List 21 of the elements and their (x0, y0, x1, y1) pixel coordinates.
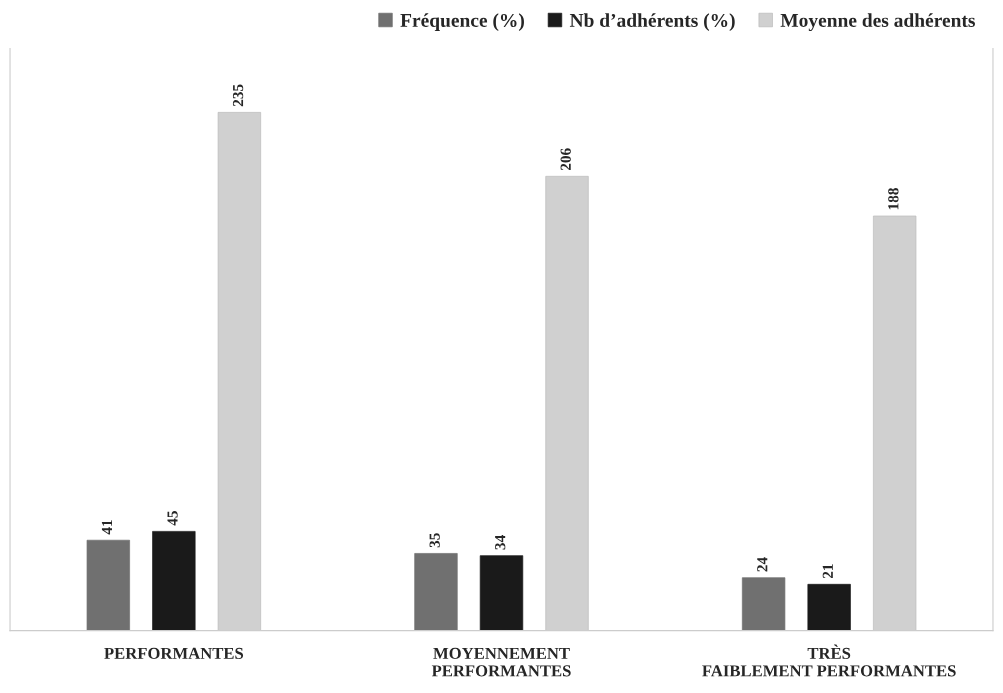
x-tick-label: MOYENNEMENT PERFORMANTES (431, 647, 571, 677)
bar (479, 555, 524, 631)
legend-label: Nb d’adhérents (%) (569, 13, 735, 31)
data-label: 21 (822, 564, 833, 579)
x-tick-label: TRÈS FAIBLEMENT PERFORMANTES (702, 644, 956, 677)
data-label: 34 (495, 535, 506, 550)
data-label: 24 (757, 557, 768, 572)
bar (741, 577, 786, 631)
data-label: 188 (888, 188, 899, 210)
bar (807, 583, 851, 631)
legend-label: Fréquence (%) (400, 13, 524, 31)
bar (414, 553, 458, 631)
data-label: 35 (429, 533, 440, 548)
data-label: 45 (167, 511, 178, 526)
legend-label: Moyenne des adhérents (780, 13, 975, 32)
data-label: 206 (560, 148, 571, 171)
data-label: 235 (232, 84, 244, 107)
bar (152, 531, 196, 631)
x-tick-label: PERFORMANTES (104, 647, 244, 660)
bar (86, 539, 130, 631)
data-label: 41 (101, 520, 112, 535)
